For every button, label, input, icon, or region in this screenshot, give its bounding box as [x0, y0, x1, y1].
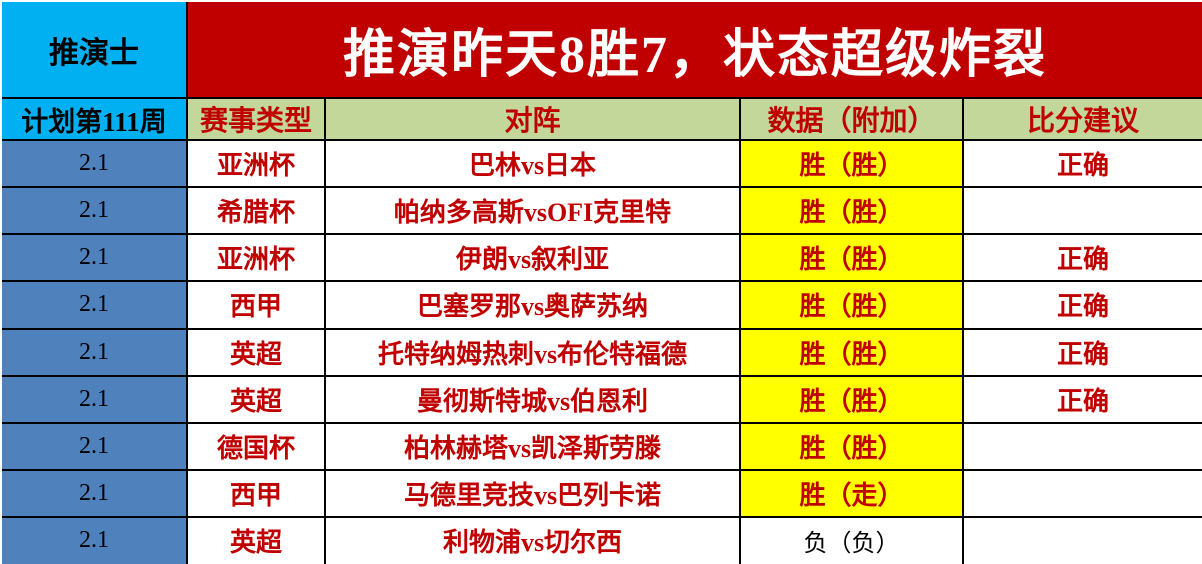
matchup-cell: 利物浦vs切尔西: [324, 515, 741, 564]
result-cell: 胜（胜）: [739, 421, 964, 471]
table-row: 2.1 亚洲杯 巴林vs日本 胜（胜） 正确: [2, 139, 1202, 189]
column-header-score-suggestion: 比分建议: [961, 97, 1202, 142]
column-header-matchup: 对阵: [324, 97, 741, 142]
matchup-cell: 柏林赫塔vs凯泽斯劳滕: [324, 421, 741, 471]
matchup-cell: 伊朗vs叙利亚: [324, 233, 741, 283]
table-row: 2.1 英超 托特纳姆热刺vs布伦特福德 胜（胜） 正确: [2, 327, 1202, 377]
table-row: 2.1 英超 利物浦vs切尔西 负（负）: [2, 515, 1202, 564]
brand-title: 推演士: [2, 2, 188, 100]
league-cell: 英超: [186, 327, 326, 377]
date-cell: 2.1: [2, 327, 188, 377]
result-cell: 胜（胜）: [739, 233, 964, 283]
league-cell: 西甲: [186, 280, 326, 330]
column-header-data: 数据（附加）: [739, 97, 964, 142]
date-cell: 2.1: [2, 374, 188, 424]
matchup-cell: 曼彻斯特城vs伯恩利: [324, 374, 741, 424]
result-cell: 胜（胜）: [739, 186, 964, 236]
result-cell: 胜（胜）: [739, 374, 964, 424]
table-row: 2.1 亚洲杯 伊朗vs叙利亚 胜（胜） 正确: [2, 233, 1202, 283]
verdict-cell: 正确: [961, 374, 1202, 424]
banner-title: 推演昨天8胜7，状态超级炸裂: [185, 2, 1202, 100]
matchup-cell: 托特纳姆热刺vs布伦特福德: [324, 327, 741, 377]
plan-week-label: 计划第111周: [2, 97, 188, 142]
league-cell: 希腊杯: [186, 186, 326, 236]
league-cell: 德国杯: [186, 421, 326, 471]
header-row: 计划第111周 赛事类型 对阵 数据（附加） 比分建议: [2, 97, 1202, 142]
result-cell: 胜（胜）: [739, 327, 964, 377]
date-cell: 2.1: [2, 421, 188, 471]
date-cell: 2.1: [2, 186, 188, 236]
league-cell: 英超: [186, 374, 326, 424]
verdict-cell: [961, 421, 1202, 471]
league-cell: 亚洲杯: [186, 233, 326, 283]
league-cell: 西甲: [186, 468, 326, 518]
column-header-league: 赛事类型: [186, 97, 326, 142]
matchup-cell: 帕纳多高斯vsOFI克里特: [324, 186, 741, 236]
date-cell: 2.1: [2, 468, 188, 518]
verdict-cell: 正确: [961, 233, 1202, 283]
table-row: 2.1 西甲 巴塞罗那vs奥萨苏纳 胜（胜） 正确: [2, 280, 1202, 330]
date-cell: 2.1: [2, 280, 188, 330]
date-cell: 2.1: [2, 515, 188, 564]
league-cell: 亚洲杯: [186, 139, 326, 189]
table-row: 2.1 西甲 马德里竞技vs巴列卡诺 胜（走）: [2, 468, 1202, 518]
verdict-cell: [961, 186, 1202, 236]
table-row: 2.1 希腊杯 帕纳多高斯vsOFI克里特 胜（胜）: [2, 186, 1202, 236]
result-cell: 胜（走）: [739, 468, 964, 518]
verdict-cell: 正确: [961, 280, 1202, 330]
date-cell: 2.1: [2, 233, 188, 283]
verdict-cell: [961, 515, 1202, 564]
verdict-cell: [961, 468, 1202, 518]
table-row: 2.1 英超 曼彻斯特城vs伯恩利 胜（胜） 正确: [2, 374, 1202, 424]
result-cell: 胜（胜）: [739, 139, 964, 189]
banner-row: 推演士 推演昨天8胜7，状态超级炸裂: [2, 2, 1202, 100]
date-cell: 2.1: [2, 139, 188, 189]
matchup-cell: 巴塞罗那vs奥萨苏纳: [324, 280, 741, 330]
matchup-cell: 巴林vs日本: [324, 139, 741, 189]
verdict-cell: 正确: [961, 327, 1202, 377]
verdict-cell: 正确: [961, 139, 1202, 189]
table-row: 2.1 德国杯 柏林赫塔vs凯泽斯劳滕 胜（胜）: [2, 421, 1202, 471]
league-cell: 英超: [186, 515, 326, 564]
matchup-cell: 马德里竞技vs巴列卡诺: [324, 468, 741, 518]
result-cell: 胜（胜）: [739, 280, 964, 330]
result-cell: 负（负）: [739, 515, 964, 564]
